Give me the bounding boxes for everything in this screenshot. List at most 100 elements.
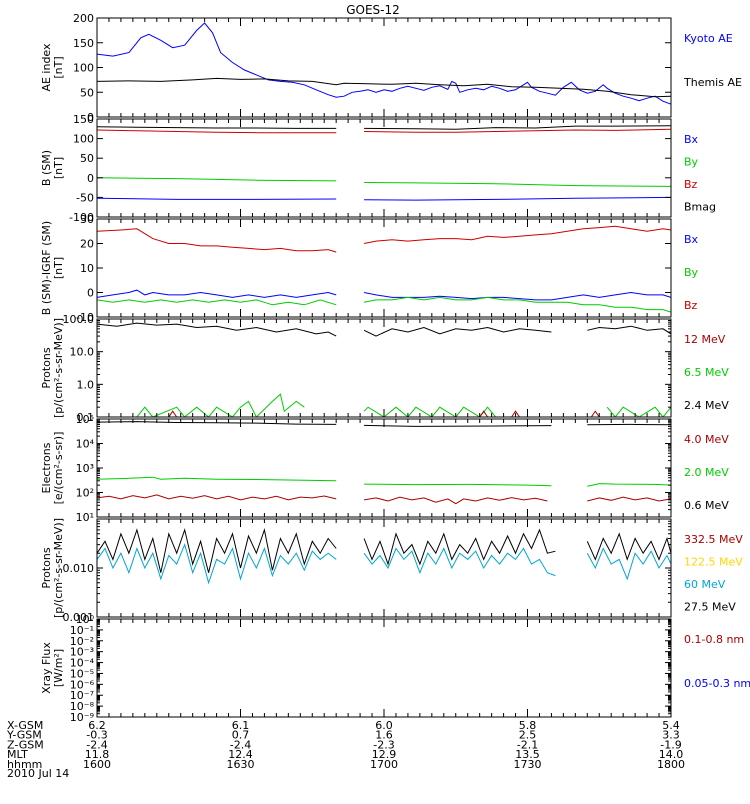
panel-xray: 10⁻⁹10⁻⁸10⁻⁷10⁻⁶10⁻⁵10⁻⁴10⁻³10⁻²10⁻¹10⁰X… (40, 613, 750, 724)
legend-entry: By (684, 156, 699, 169)
series-protons_low-2-4-mev (587, 326, 671, 334)
legend-entry: 12 MeV (684, 333, 726, 346)
series-ae-kyoto-ae (97, 23, 671, 104)
x-axis-value: 1700 (370, 758, 398, 771)
series-protons_low-6-5-mev (137, 394, 304, 417)
series-electrons-4-0-mev (587, 497, 671, 501)
panel-protons_high: 0.0010.010Protons[p/(cm²-s-sr-MeV)]332.5… (40, 518, 743, 624)
series-b-bx (97, 198, 336, 199)
y-axis-unit: [nT] (52, 157, 65, 179)
x-axis-value: 1630 (227, 758, 255, 771)
panel-frame (97, 219, 671, 317)
legend-entry: Bx (684, 133, 699, 146)
legend-entry: 332.5 MeV (684, 533, 743, 546)
y-tick-label: 10⁵ (76, 413, 94, 426)
legend-entry: 122.5 MeV (684, 556, 743, 569)
y-tick-label: -50 (76, 191, 94, 204)
legend-entry: Bz (684, 299, 698, 312)
legend-entry: By (684, 266, 699, 279)
legend-entry: 4.0 MeV (684, 433, 729, 446)
series-b-bz (97, 130, 336, 133)
series-electrons-2-0-mev (97, 477, 336, 481)
y-tick-label: 0 (87, 172, 94, 185)
panel-electrons: 10¹10²10³10⁴10⁵Electrons[e/(cm²-s-sr)]4.… (40, 413, 729, 524)
y-tick-label: 100 (73, 62, 94, 75)
y-tick-label: 100 (73, 133, 94, 146)
panel-frame (97, 119, 671, 217)
y-tick-label: 10² (76, 487, 94, 500)
series-protons_low-12-mev (591, 411, 599, 417)
x-axis-value: 1800 (657, 758, 685, 771)
series-b-bx (364, 197, 671, 200)
series-electrons-2-0-mev (364, 484, 551, 486)
series-b-by (97, 178, 336, 181)
y-tick-label: 30 (80, 213, 94, 226)
series-b-by (364, 183, 671, 187)
series-bigrf-by (97, 300, 336, 305)
x-axis-value: 1730 (514, 758, 542, 771)
series-protons_low-12-mev (169, 411, 177, 417)
y-tick-label: 20 (80, 238, 94, 251)
y-tick-label: 10¹ (76, 511, 94, 524)
y-tick-label: 0 (87, 287, 94, 300)
date-label: 2010 Jul 14 (7, 767, 69, 780)
series-electrons-0-6-mev (364, 425, 551, 426)
x-axis-value: 1600 (83, 758, 111, 771)
legend-entry: 6.5 MeV (684, 366, 729, 379)
series-protons_low-6-5-mev (607, 407, 671, 417)
series-ae-themis-ae (97, 78, 671, 96)
legend-entry: Bz (684, 178, 698, 191)
chart-title: GOES-12 (346, 3, 400, 17)
series-protons_low-2-4-mev (97, 323, 336, 336)
series-protons_low-2-4-mev (364, 328, 551, 337)
series-protons_high-27-5-mev (97, 530, 336, 573)
series-bigrf-by (364, 297, 671, 312)
legend-entry: 27.5 MeV (684, 601, 736, 614)
series-b-bmag (364, 126, 671, 130)
y-axis-unit: [p/(cm²-s-sr-MeV)] (52, 318, 65, 418)
series-b-bmag (97, 127, 336, 129)
y-tick-label: 200 (73, 12, 94, 25)
legend-entry: 0.1-0.8 nm (684, 633, 744, 646)
legend-entry: Bx (684, 233, 699, 246)
legend-entry: 60 MeV (684, 578, 726, 591)
y-tick-label: 10 (80, 262, 94, 275)
series-electrons-4-0-mev (364, 497, 547, 504)
series-bigrf-bx (97, 290, 336, 297)
y-tick-label: 50 (80, 86, 94, 99)
legend-entry: Kyoto AE (684, 32, 733, 45)
series-bigrf-bx (364, 293, 671, 300)
y-tick-label: 150 (73, 113, 94, 126)
series-protons_high-27-5-mev (364, 530, 555, 564)
y-tick-label: 100.0 (63, 313, 95, 326)
legend-entry: 0.6 MeV (684, 499, 729, 512)
panel-frame (97, 619, 671, 717)
panel-frame (97, 18, 671, 117)
y-axis-unit: [p/(cm²-s-sr-MeV)] (52, 518, 65, 618)
series-b-bz (364, 129, 671, 132)
legend-entry: 2.4 MeV (684, 399, 729, 412)
series-protons_high-60-mev (364, 549, 555, 576)
y-axis-unit: [nT] (52, 56, 65, 78)
y-tick-label: 1.0 (77, 378, 95, 391)
y-axis-unit: [e/(cm²-s-sr)] (52, 432, 65, 505)
series-bigrf-bz (364, 226, 671, 243)
y-tick-label: 50 (80, 152, 94, 165)
legend-entry: 0.05-0.3 nm (684, 677, 750, 690)
y-tick-label: 10⁴ (76, 438, 95, 451)
y-tick-label: 10.0 (70, 346, 95, 359)
y-tick-label: 150 (73, 37, 94, 50)
y-axis-unit: [W/m²] (52, 649, 65, 687)
legend-entry: Bmag (684, 201, 716, 214)
y-tick-label: 10⁰ (76, 613, 95, 626)
panel-protons_low: 0.11.010.0100.0Protons[p/(cm²-s-sr-MeV)]… (40, 313, 729, 424)
legend-entry: 2.0 MeV (684, 466, 729, 479)
series-protons_low-12-mev (480, 411, 520, 417)
series-electrons-2-0-mev (587, 484, 671, 487)
panel-frame (97, 319, 671, 417)
